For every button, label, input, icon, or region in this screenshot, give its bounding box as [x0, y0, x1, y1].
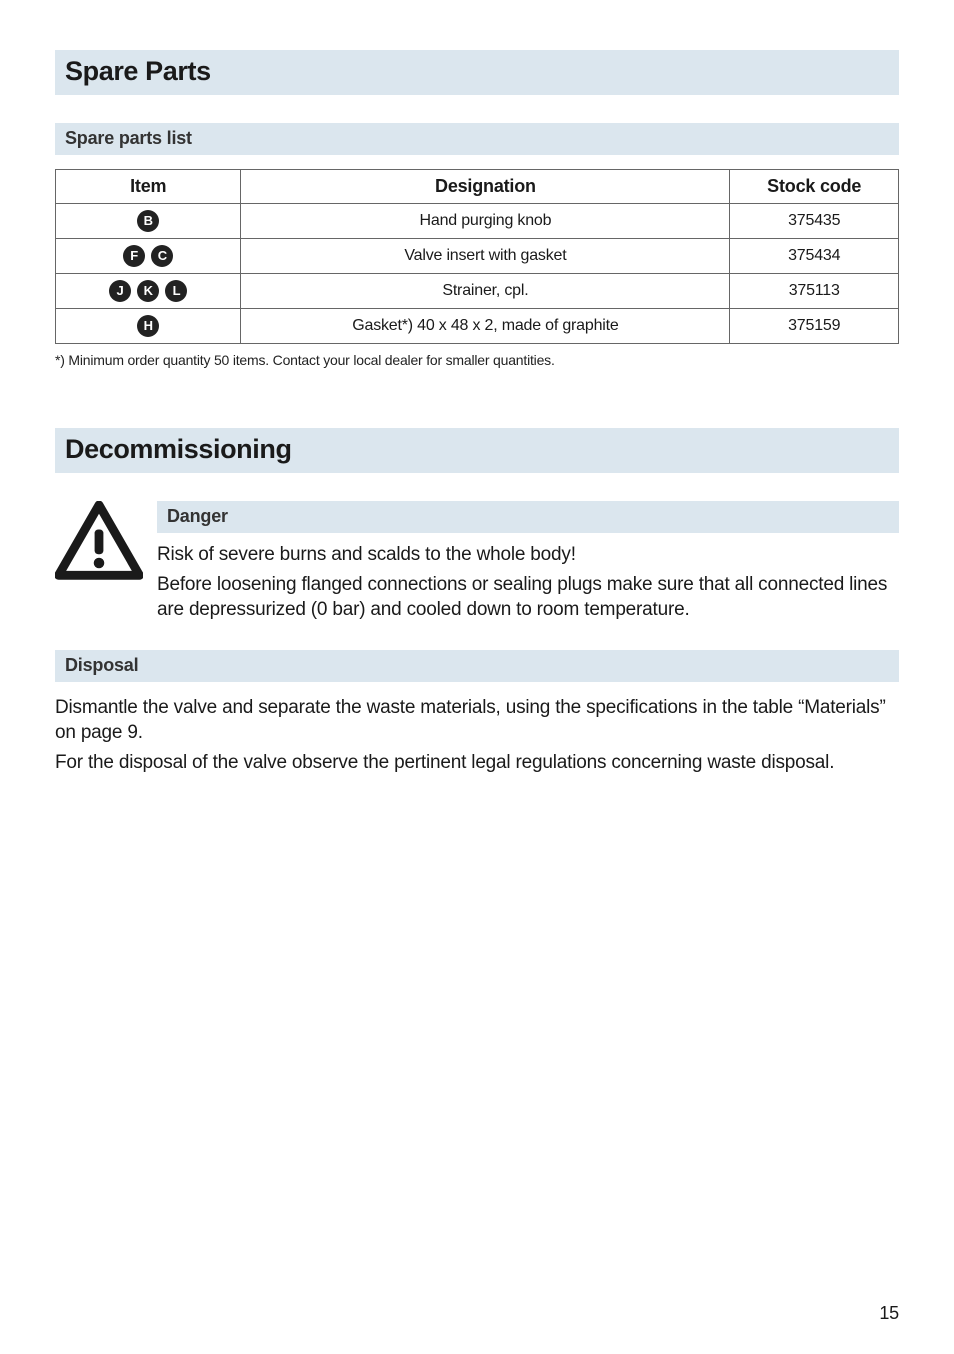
table-row: H Gasket*) 40 x 48 x 2, made of graphite… — [56, 309, 899, 344]
danger-label: Danger — [167, 506, 228, 526]
danger-text-block: Risk of severe burns and scalds to the w… — [157, 543, 899, 622]
disposal-para-2: For the disposal of the valve observe th… — [55, 751, 899, 776]
col-designation: Designation — [241, 170, 730, 204]
spare-parts-title-text: Spare Parts — [65, 56, 211, 86]
danger-label-band: Danger — [157, 501, 899, 533]
table-row: F C Valve insert with gasket 375434 — [56, 239, 899, 274]
spare-parts-footnote: *) Minimum order quantity 50 items. Cont… — [55, 352, 899, 368]
spare-parts-heading: Spare Parts — [55, 50, 899, 95]
spare-parts-table: Item Designation Stock code B Hand purgi… — [55, 169, 899, 344]
disposal-para-1: Dismantle the valve and separate the was… — [55, 696, 899, 745]
item-letter-badge: J — [109, 280, 131, 302]
table-row: B Hand purging knob 375435 — [56, 204, 899, 239]
stock-cell: 375113 — [730, 274, 899, 309]
disposal-body: Dismantle the valve and separate the was… — [55, 696, 899, 776]
disposal-label: Disposal — [65, 655, 138, 675]
item-cell: F C — [56, 239, 241, 274]
decommissioning-title-text: Decommissioning — [65, 434, 292, 464]
designation-cell: Gasket*) 40 x 48 x 2, made of graphite — [241, 309, 730, 344]
designation-cell: Strainer, cpl. — [241, 274, 730, 309]
item-letter-badge: B — [137, 210, 159, 232]
item-letter-badge: C — [151, 245, 173, 267]
table-row: J K L Strainer, cpl. 375113 — [56, 274, 899, 309]
danger-line-1: Risk of severe burns and scalds to the w… — [157, 543, 899, 567]
item-cell: H — [56, 309, 241, 344]
stock-cell: 375159 — [730, 309, 899, 344]
item-cell: B — [56, 204, 241, 239]
disposal-heading: Disposal — [55, 650, 899, 682]
decommissioning-heading: Decommissioning — [55, 428, 899, 473]
spare-parts-list-label: Spare parts list — [65, 128, 192, 148]
item-letter-badge: L — [165, 280, 187, 302]
table-header-row: Item Designation Stock code — [56, 170, 899, 204]
danger-line-2: Before loosening flanged connections or … — [157, 573, 899, 622]
spare-parts-list-heading: Spare parts list — [55, 123, 899, 155]
designation-cell: Hand purging knob — [241, 204, 730, 239]
item-letter-badge: F — [123, 245, 145, 267]
col-item: Item — [56, 170, 241, 204]
warning-icon — [55, 501, 143, 581]
designation-cell: Valve insert with gasket — [241, 239, 730, 274]
stock-cell: 375434 — [730, 239, 899, 274]
item-letter-badge: K — [137, 280, 159, 302]
item-letter-badge: H — [137, 315, 159, 337]
page-number: 15 — [879, 1303, 899, 1324]
stock-cell: 375435 — [730, 204, 899, 239]
item-cell: J K L — [56, 274, 241, 309]
col-stock-code: Stock code — [730, 170, 899, 204]
danger-block: Danger Risk of severe burns and scalds t… — [55, 501, 899, 628]
